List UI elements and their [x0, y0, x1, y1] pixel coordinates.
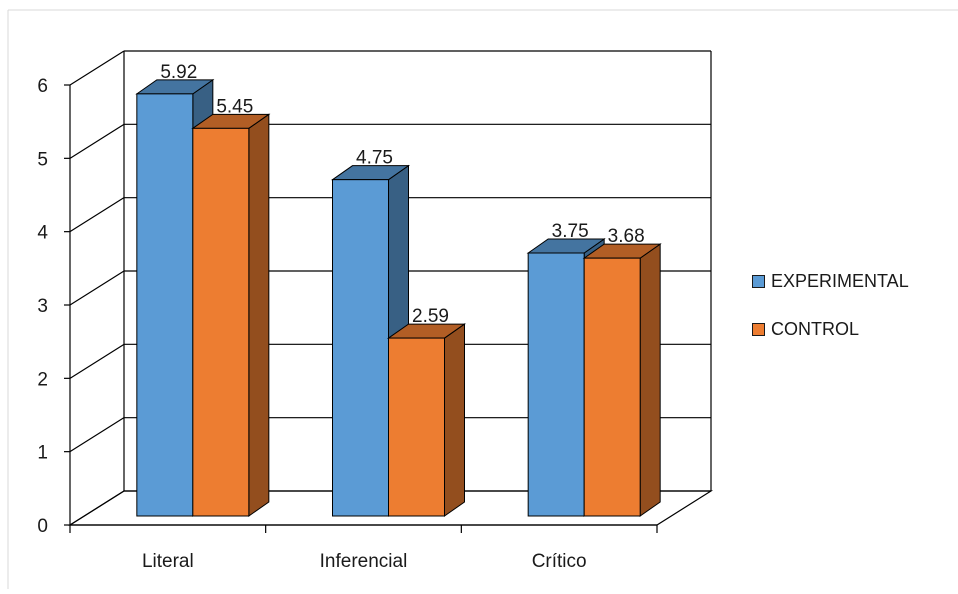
data-label: 3.75 — [552, 221, 589, 242]
legend-swatch-control — [752, 322, 765, 336]
gridline-side — [69, 270, 125, 306]
bar-side — [444, 323, 465, 517]
bar — [527, 252, 585, 517]
bar — [192, 127, 250, 517]
y-tick-label: 1 — [37, 443, 48, 464]
y-tick-label: 5 — [37, 149, 48, 170]
bar — [332, 179, 389, 517]
y-tick-label: 6 — [37, 76, 48, 97]
data-label: 4.75 — [356, 148, 393, 169]
chart-border — [7, 9, 958, 589]
y-tick-label: 4 — [37, 223, 48, 244]
data-label: 2.59 — [412, 306, 449, 327]
bar-side — [248, 113, 270, 517]
data-label: 5.45 — [216, 96, 253, 117]
data-label: 3.68 — [608, 226, 645, 247]
legend-swatch-experimental — [752, 274, 765, 288]
y-tick-label: 3 — [37, 296, 48, 317]
gridline-side — [69, 343, 125, 379]
gridline-side — [69, 197, 125, 233]
data-label: 5.92 — [160, 62, 197, 83]
gridline-side — [69, 417, 125, 453]
gridline-side — [69, 123, 125, 159]
legend-item-control: CONTROL — [752, 316, 909, 342]
bar — [136, 93, 194, 517]
legend-label-control: CONTROL — [771, 318, 860, 339]
bar — [583, 257, 641, 517]
x-tick-label: Crítico — [532, 551, 587, 572]
bar-side — [639, 243, 661, 517]
x-tick-label: Inferencial — [320, 551, 408, 572]
y-tick-label: 0 — [37, 516, 48, 537]
legend-item-experimental: EXPERIMENTAL — [752, 268, 909, 294]
gridline-side — [69, 50, 125, 86]
bar — [388, 337, 445, 517]
x-tick-label: Literal — [142, 551, 194, 572]
legend-label-experimental: EXPERIMENTAL — [771, 270, 909, 291]
legend: EXPERIMENTAL CONTROL — [752, 268, 909, 364]
y-tick-label: 2 — [37, 369, 48, 390]
